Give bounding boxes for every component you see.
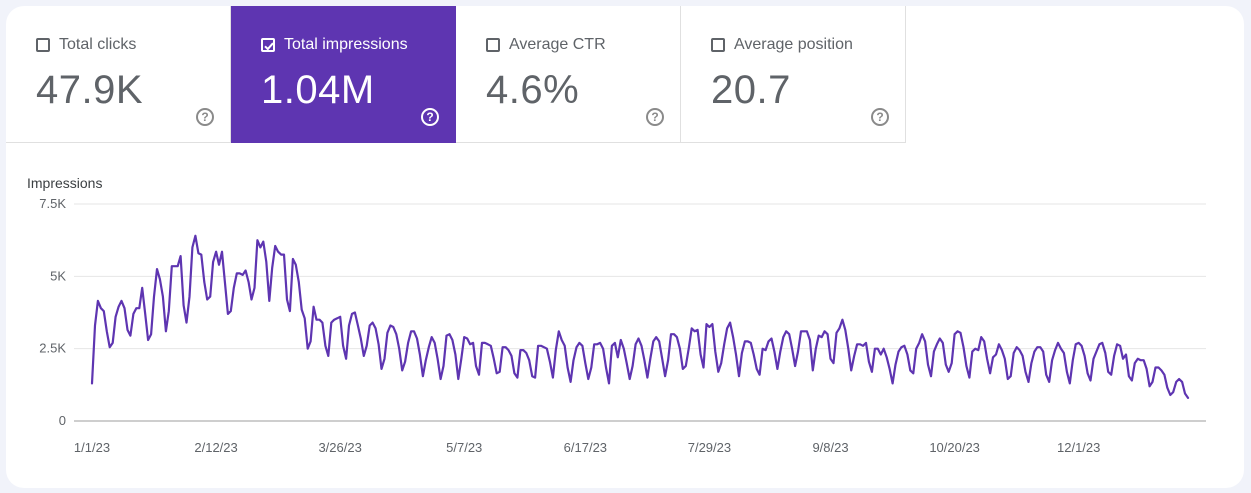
help-circle-icon[interactable]: ? (196, 108, 214, 126)
metric-tabs: Total clicks 47.9K ? Total impressions 1… (6, 6, 906, 143)
y-tick-label: 2.5K (39, 341, 66, 356)
checkbox-icon[interactable] (36, 38, 50, 52)
metric-total-impressions[interactable]: Total impressions 1.04M ? (231, 6, 456, 143)
metric-label: Average position (734, 36, 853, 53)
metric-value: 20.7 (711, 68, 791, 112)
metric-label: Total clicks (59, 36, 137, 53)
x-tick-label: 12/1/23 (1057, 440, 1100, 455)
x-tick-label: 2/12/23 (194, 440, 237, 455)
metric-average-ctr[interactable]: Average CTR 4.6% ? (456, 6, 681, 143)
metric-value: 1.04M (261, 68, 375, 112)
metric-total-clicks[interactable]: Total clicks 47.9K ? (6, 6, 231, 143)
help-circle-icon[interactable]: ? (871, 108, 889, 126)
checkbox-checked-icon[interactable] (261, 38, 275, 52)
metric-label: Average CTR (509, 36, 606, 53)
x-tick-label: 9/8/23 (812, 440, 848, 455)
metric-value: 4.6% (486, 68, 580, 112)
x-tick-label: 10/20/23 (929, 440, 980, 455)
x-tick-label: 6/17/23 (564, 440, 607, 455)
metric-label: Total impressions (284, 36, 408, 53)
performance-card: Total clicks 47.9K ? Total impressions 1… (6, 6, 1244, 488)
help-circle-icon[interactable]: ? (421, 108, 439, 126)
checkbox-icon[interactable] (486, 38, 500, 52)
y-tick-label: 7.5K (39, 196, 66, 211)
x-tick-label: 5/7/23 (446, 440, 482, 455)
y-tick-label: 5K (50, 268, 66, 283)
checkbox-icon[interactable] (711, 38, 725, 52)
impressions-series-line (90, 234, 1190, 399)
x-tick-label: 1/1/23 (74, 440, 110, 455)
metric-value: 47.9K (36, 68, 144, 112)
x-tick-label: 7/29/23 (688, 440, 731, 455)
help-circle-icon[interactable]: ? (646, 108, 664, 126)
y-axis-title: Impressions (27, 175, 103, 191)
y-tick-label: 0 (59, 413, 66, 428)
impressions-chart: 0 2.5K 5K 7.5K 1/1/23 2/12/23 3/26/23 5/7/23 6/1… (39, 196, 1206, 455)
metric-average-position[interactable]: Average position 20.7 ? (681, 6, 906, 143)
x-tick-label: 3/26/23 (318, 440, 361, 455)
